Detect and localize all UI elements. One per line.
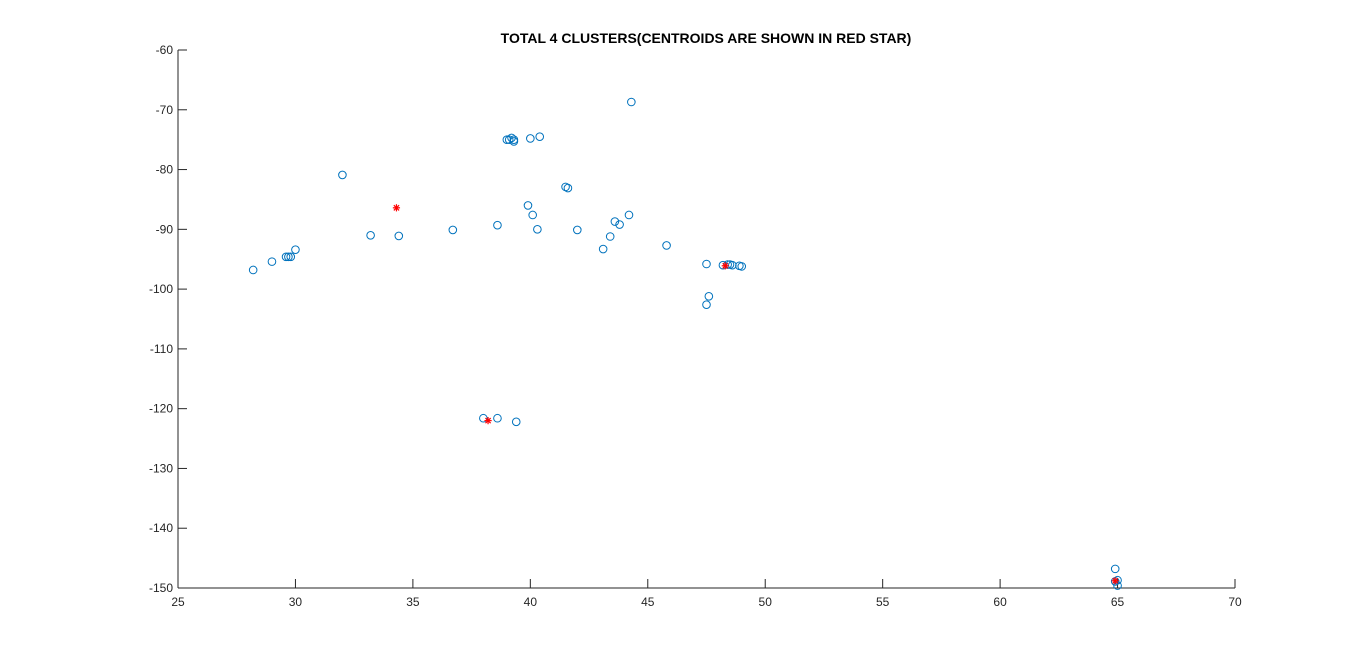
data-point bbox=[284, 252, 293, 262]
data-point bbox=[624, 210, 634, 220]
axes: 25 30 35 40 45 50 55 60 65 70 -60 -70 -80 -90 -100 -110… bbox=[149, 43, 1242, 609]
data-point bbox=[509, 135, 519, 144]
data-point bbox=[704, 291, 714, 301]
centroid-star bbox=[721, 262, 729, 270]
x-tick-label: 40 bbox=[524, 595, 538, 609]
data-point bbox=[479, 413, 488, 423]
centroid-markers bbox=[392, 204, 1119, 585]
x-tick-label: 70 bbox=[1228, 595, 1242, 609]
data-point bbox=[338, 170, 347, 180]
x-tick-label: 30 bbox=[289, 595, 303, 609]
data-point bbox=[448, 225, 458, 235]
y-tick-label: -100 bbox=[149, 282, 173, 296]
data-point bbox=[267, 257, 277, 266]
data-point bbox=[291, 245, 300, 254]
data-point bbox=[662, 241, 671, 250]
data-point bbox=[248, 265, 258, 275]
data-point bbox=[394, 231, 404, 241]
data-point bbox=[573, 225, 582, 235]
x-tick-label: 25 bbox=[171, 595, 185, 609]
data-point bbox=[366, 231, 375, 240]
y-tick-label: -80 bbox=[156, 163, 174, 177]
y-tick-label: -60 bbox=[156, 43, 174, 57]
centroid-star bbox=[484, 417, 492, 425]
data-point bbox=[702, 300, 711, 309]
x-tick-label: 50 bbox=[759, 595, 773, 609]
data-point bbox=[509, 137, 519, 146]
data-point bbox=[286, 252, 296, 262]
data-point bbox=[1113, 581, 1122, 590]
data-points bbox=[248, 97, 1122, 590]
y-tick-label: -130 bbox=[149, 461, 173, 475]
data-point bbox=[615, 220, 624, 229]
data-point bbox=[627, 97, 636, 107]
data-point bbox=[533, 225, 542, 234]
y-tick-label: -120 bbox=[149, 402, 173, 416]
y-tick-label: -140 bbox=[149, 521, 173, 535]
centroid-star bbox=[1111, 577, 1119, 585]
data-point bbox=[737, 262, 747, 271]
y-tick-label: -110 bbox=[150, 342, 173, 356]
data-point bbox=[702, 259, 711, 269]
x-tick-label: 35 bbox=[406, 595, 420, 609]
y-tick-label: -150 bbox=[149, 581, 173, 595]
data-point bbox=[526, 134, 535, 143]
data-point bbox=[511, 417, 521, 427]
centroid-star bbox=[392, 204, 401, 212]
y-tick-label: -70 bbox=[156, 103, 174, 117]
data-point bbox=[281, 252, 291, 262]
data-point bbox=[535, 132, 545, 141]
data-point bbox=[605, 232, 615, 241]
data-point bbox=[610, 217, 620, 226]
data-point bbox=[493, 413, 502, 423]
x-tick-label: 65 bbox=[1111, 595, 1125, 609]
data-point bbox=[1110, 564, 1120, 574]
data-point bbox=[504, 135, 514, 144]
data-point bbox=[493, 220, 502, 230]
x-tick-label: 55 bbox=[876, 595, 890, 609]
y-tick-label: -90 bbox=[156, 222, 174, 236]
data-point bbox=[598, 244, 608, 254]
chart-title: TOTAL 4 CLUSTERS(CENTROIDS ARE SHOWN IN … bbox=[501, 30, 912, 46]
x-tick-label: 60 bbox=[993, 595, 1007, 609]
x-tick-label: 45 bbox=[641, 595, 655, 609]
data-point bbox=[563, 183, 573, 193]
data-point bbox=[528, 210, 537, 220]
data-point bbox=[523, 201, 533, 210]
